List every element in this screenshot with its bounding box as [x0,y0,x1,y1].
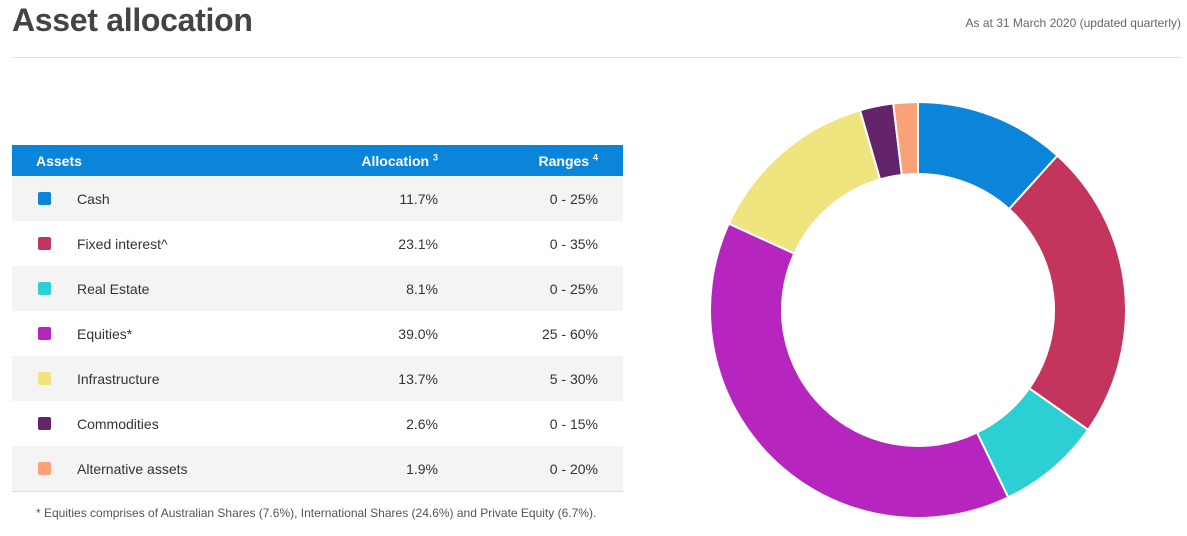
asset-name: Real Estate [77,280,150,297]
table-row: Cash 11.7% 0 - 25% [12,176,623,221]
allocation-table: Assets Allocation 3 Ranges 4 Cash 11.7% … [12,145,623,492]
table-row: Alternative assets 1.9% 0 - 20% [12,446,623,491]
table-bottom-border [12,491,623,492]
range-value: 5 - 30% [549,370,598,387]
range-value: 25 - 60% [541,325,598,342]
color-swatch [38,462,51,475]
as-at-date: As at 31 March 2020 (updated quarterly) [965,16,1181,30]
range-value: 0 - 35% [549,235,598,252]
allocation-value: 23.1% [398,235,438,252]
allocation-value: 13.7% [398,370,438,387]
allocation-column-header: Allocation 3 [312,151,438,169]
donut-slice-equities[interactable] [709,222,1010,519]
range-value: 0 - 25% [549,190,598,207]
asset-name: Cash [77,190,110,207]
donut-slice-fixed-interest[interactable] [1007,154,1127,432]
ranges-column-header: Ranges 4 [438,151,598,169]
range-value: 0 - 20% [549,460,598,477]
asset-name: Commodities [77,415,159,432]
range-value: 0 - 15% [549,415,598,432]
asset-name: Infrastructure [77,370,160,387]
color-swatch [38,417,51,430]
color-swatch [38,282,51,295]
ranges-footnote-ref[interactable]: 4 [592,151,598,162]
assets-column-header: Assets [36,152,82,169]
color-swatch [38,237,51,250]
color-swatch [38,372,51,385]
allocation-donut-chart [709,100,1127,519]
header-divider [12,57,1181,58]
allocation-value: 1.9% [406,460,438,477]
allocation-value: 39.0% [398,325,438,342]
color-swatch [38,327,51,340]
asset-name: Fixed interest^ [77,235,168,252]
table-row: Equities* 39.0% 25 - 60% [12,311,623,356]
asset-name: Alternative assets [77,460,188,477]
allocation-value: 2.6% [406,415,438,432]
table-row: Fixed interest^ 23.1% 0 - 35% [12,221,623,266]
allocation-header-label: Allocation [361,152,430,169]
table-row: Infrastructure 13.7% 5 - 30% [12,356,623,401]
table-row: Commodities 2.6% 0 - 15% [12,401,623,446]
allocation-value: 8.1% [406,280,438,297]
range-value: 0 - 25% [549,280,598,297]
color-swatch [38,192,51,205]
allocation-value: 11.7% [399,190,438,207]
donut-slice-infrastructure[interactable] [727,109,882,255]
equities-footnote: * Equities comprises of Australian Share… [36,506,597,520]
table-header: Assets Allocation 3 Ranges 4 [12,145,623,176]
allocation-footnote-ref[interactable]: 3 [432,151,438,162]
donut-slice-alternative-assets[interactable] [892,100,919,177]
asset-name: Equities* [77,325,133,342]
ranges-header-label: Ranges [538,152,590,169]
page-title: Asset allocation [12,2,253,38]
table-row: Real Estate 8.1% 0 - 25% [12,266,623,311]
